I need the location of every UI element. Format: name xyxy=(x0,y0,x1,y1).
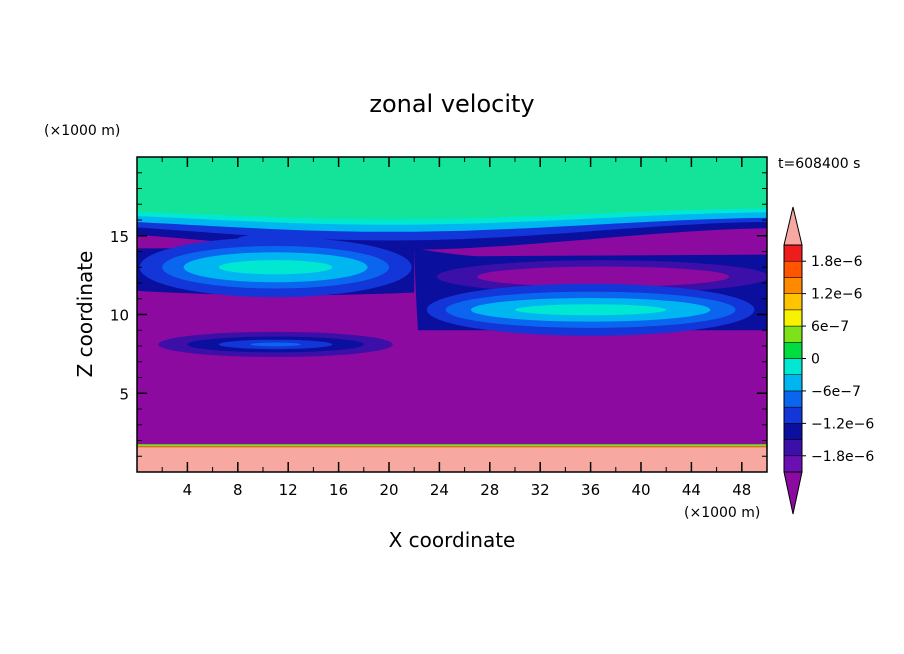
x-tick-label: 36 xyxy=(581,481,600,499)
x-tick-label: 40 xyxy=(631,481,650,499)
x-tick-label: 28 xyxy=(480,481,499,499)
chart-title: zonal velocity xyxy=(369,90,534,118)
ground-layer xyxy=(137,446,767,472)
colorbar: 1.8e−6 1.2e−6 6e−7 0 −6e−7 −1.2e−6 −1.8e−6 xyxy=(783,206,874,515)
colorbar-level-4 xyxy=(783,390,803,408)
colorbar-label: 1.2e−6 xyxy=(811,287,863,303)
left-jet-core xyxy=(218,260,333,275)
x-tick-label: 44 xyxy=(682,481,701,499)
time-label: t=608400 s xyxy=(778,156,860,172)
colorbar-over-arrow xyxy=(783,206,803,246)
colorbar-level-10 xyxy=(783,293,803,311)
colorbar-level-2 xyxy=(783,423,803,440)
colorbar-label: 0 xyxy=(811,352,820,368)
colorbar-level-7 xyxy=(783,342,803,359)
y-tick-label: 15 xyxy=(110,228,129,246)
left-lower-jet-core xyxy=(250,342,301,347)
contour-field xyxy=(137,157,767,472)
colorbar-level-6 xyxy=(783,358,803,375)
y-tick-label: 5 xyxy=(119,385,129,403)
x-tick-label: 12 xyxy=(279,481,298,499)
x-tick-label: 8 xyxy=(233,481,243,499)
x-axis-ticks: 4 8 12 16 20 24 28 32 36 40 44 48 xyxy=(161,157,751,499)
upper-green-layer xyxy=(137,157,767,220)
colorbar-level-0 xyxy=(783,455,803,473)
colorbar-label: −1.8e−6 xyxy=(811,449,874,465)
x-tick-label: 48 xyxy=(732,481,751,499)
x-unit-label: (×1000 m) xyxy=(684,505,760,521)
right-upper-band-core xyxy=(477,266,730,287)
colorbar-label: 6e−7 xyxy=(811,319,849,335)
colorbar-level-11 xyxy=(783,277,803,294)
x-tick-label: 20 xyxy=(379,481,398,499)
x-axis-label: X coordinate xyxy=(389,528,516,552)
colorbar-level-9 xyxy=(783,309,803,327)
x-tick-label: 16 xyxy=(329,481,348,499)
y-unit-label: (×1000 m) xyxy=(44,123,120,139)
x-tick-label: 24 xyxy=(430,481,449,499)
y-tick-label: 10 xyxy=(110,307,129,325)
y-axis-ticks: 5 10 15 xyxy=(110,172,767,457)
colorbar-label: −1.2e−6 xyxy=(811,416,874,432)
colorbar-level-5 xyxy=(783,374,803,392)
colorbar-level-12 xyxy=(783,260,803,278)
colorbar-label: −6e−7 xyxy=(811,384,861,400)
colorbar-level-8 xyxy=(783,325,803,343)
x-tick-label: 32 xyxy=(531,481,550,499)
colorbar-level-1 xyxy=(783,439,803,457)
right-jet-core xyxy=(515,304,667,316)
colorbar-level-3 xyxy=(783,406,803,424)
colorbar-label: 1.8e−6 xyxy=(811,254,863,270)
colorbar-level-13 xyxy=(783,244,803,262)
y-axis-label: Z coordinate xyxy=(73,251,97,378)
colorbar-under-arrow xyxy=(783,471,803,515)
x-tick-label: 4 xyxy=(183,481,193,499)
left-jet-top-eddy xyxy=(237,233,326,245)
